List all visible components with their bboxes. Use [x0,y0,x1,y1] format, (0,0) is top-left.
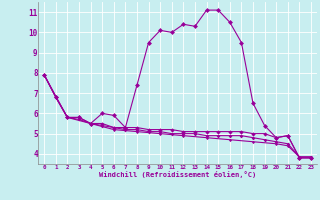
X-axis label: Windchill (Refroidissement éolien,°C): Windchill (Refroidissement éolien,°C) [99,171,256,178]
